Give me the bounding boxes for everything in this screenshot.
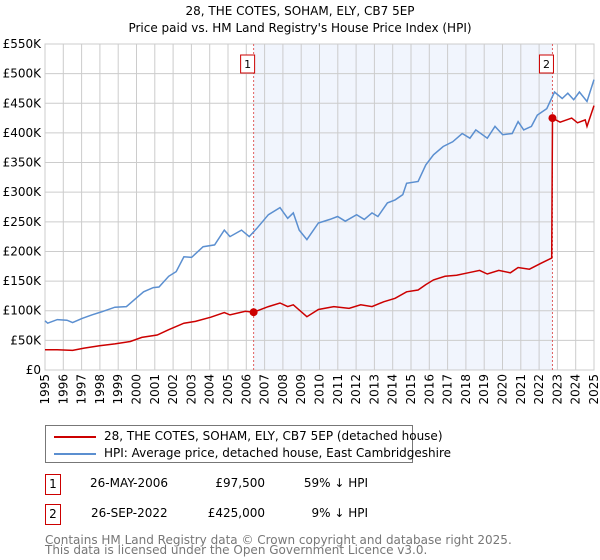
x-tick-label: 2016 xyxy=(422,374,436,405)
legend-label: HPI: Average price, detached house, East… xyxy=(104,446,452,460)
plot-frame xyxy=(44,43,595,371)
x-tick-label: 2017 xyxy=(441,374,455,405)
x-tick-label: 2006 xyxy=(239,374,253,405)
hpi-line xyxy=(44,79,595,325)
sale-marker-box xyxy=(240,54,256,74)
x-tick-label: 1998 xyxy=(93,374,107,405)
x-tick-label: 1997 xyxy=(75,374,89,405)
shaded-period xyxy=(253,44,553,370)
y-tick-label: £300K xyxy=(3,185,43,199)
sale-marker-label: 1 xyxy=(244,58,251,71)
y-tick-label: £200K xyxy=(3,244,43,258)
x-tick-label: 2000 xyxy=(130,374,144,405)
y-tick-label: £100K xyxy=(3,304,43,318)
y-tick-label: £350K xyxy=(3,156,43,170)
legend-swatch-blue xyxy=(54,453,96,455)
y-tick-label: £150K xyxy=(3,274,43,288)
sale-date: 26-MAY-2006 xyxy=(90,476,169,490)
y-tick-label: £550K xyxy=(3,37,43,51)
y-tick-label: £0 xyxy=(26,363,41,377)
x-tick-label: 1996 xyxy=(56,374,70,405)
x-tick-label: 2009 xyxy=(294,374,308,405)
x-tick-label: 2018 xyxy=(459,374,473,405)
x-tick-label: 2005 xyxy=(221,374,235,405)
legend-label: 28, THE COTES, SOHAM, ELY, CB7 5EP (deta… xyxy=(104,429,443,443)
y-tick-label: £400K xyxy=(3,126,43,140)
legend: 28, THE COTES, SOHAM, ELY, CB7 5EP (deta… xyxy=(45,425,451,463)
sale-marker-label: 2 xyxy=(543,58,550,71)
x-tick-label: 2004 xyxy=(203,374,217,405)
x-tick-label: 2020 xyxy=(496,374,510,405)
sale-point xyxy=(249,308,258,317)
sale-marker-box xyxy=(538,54,554,74)
sale-badge: 2 xyxy=(45,504,61,525)
x-tick-label: 2015 xyxy=(404,374,418,405)
x-tick-label: 2024 xyxy=(569,374,583,405)
x-tick-label: 2025 xyxy=(587,374,600,405)
chart-title: 28, THE COTES, SOHAM, ELY, CB7 5EP xyxy=(185,4,415,18)
x-tick-label: 2014 xyxy=(386,374,400,405)
y-tick-label: £500K xyxy=(3,67,43,81)
y-tick-label: £50K xyxy=(10,333,42,347)
x-tick-label: 2002 xyxy=(166,374,180,405)
sale-price: £97,500 xyxy=(215,476,265,490)
chart-subtitle: Price paid vs. HM Land Registry's House … xyxy=(128,21,472,35)
sale-point xyxy=(548,114,557,123)
legend-swatch-red xyxy=(54,436,96,438)
x-tick-label: 2003 xyxy=(184,374,198,405)
x-tick-label: 1995 xyxy=(38,374,52,405)
sale-badge: 1 xyxy=(45,474,61,495)
x-tick-label: 2013 xyxy=(367,374,381,405)
sale-hpi-diff: 9% ↓ HPI xyxy=(311,506,368,520)
x-tick-label: 2012 xyxy=(349,374,363,405)
x-tick-label: 2011 xyxy=(331,374,345,405)
x-tick-label: 2019 xyxy=(477,374,491,405)
x-tick-label: 2001 xyxy=(148,374,162,405)
x-tick-label: 2023 xyxy=(550,374,564,405)
y-tick-label: £450K xyxy=(3,96,43,110)
x-tick-label: 1999 xyxy=(111,374,125,405)
sale-hpi-diff: 59% ↓ HPI xyxy=(303,476,368,490)
x-tick-label: 2022 xyxy=(532,374,546,405)
sale-date: 26-SEP-2022 xyxy=(91,506,168,520)
x-tick-label: 2008 xyxy=(276,374,290,405)
x-tick-label: 2010 xyxy=(313,374,327,405)
x-tick-label: 2007 xyxy=(258,374,272,405)
price-paid-line xyxy=(45,105,595,352)
footer-copyright: Contains HM Land Registry data © Crown c… xyxy=(45,533,512,547)
price-chart: £0 £50K £100K £150K £200K £250K £300K £350K £400… xyxy=(3,37,600,405)
sale-price: £425,000 xyxy=(207,506,265,520)
footer-licence: This data is licensed under the Open Gov… xyxy=(45,543,428,557)
x-tick-label: 2021 xyxy=(514,374,528,405)
y-tick-label: £250K xyxy=(3,215,43,229)
